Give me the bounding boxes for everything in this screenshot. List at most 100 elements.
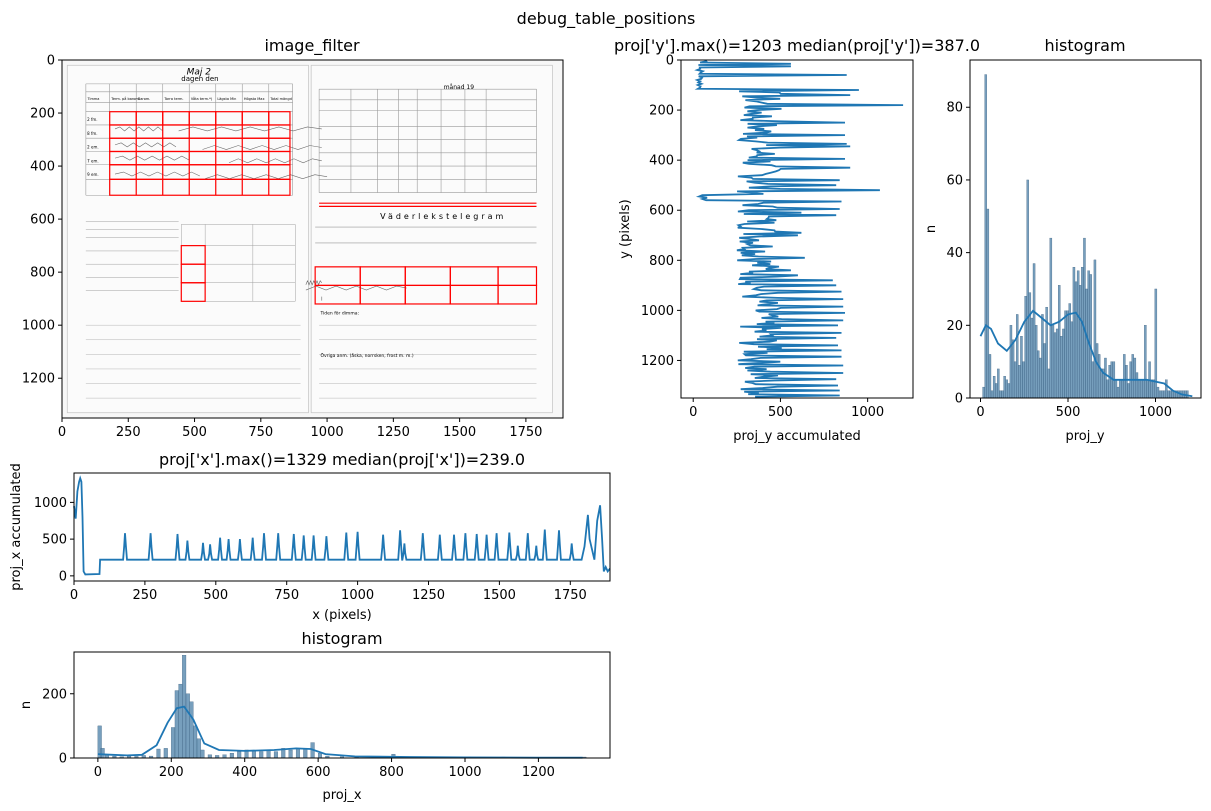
x-tick-label: 500	[768, 405, 793, 420]
document-text: 8 fm.	[87, 131, 97, 136]
proj-y-title: proj['y'].max()=1203 median(proj['y'])=3…	[614, 36, 980, 55]
hist-x-bar	[200, 749, 205, 759]
document-text: Total mängd	[269, 97, 292, 101]
hist-y-bar	[1091, 361, 1095, 399]
detected-table-cells	[109, 111, 538, 305]
handwriting-mark	[305, 279, 323, 286]
hist-y-bar	[1003, 376, 1006, 399]
hist-y-bar	[1074, 281, 1078, 399]
figure-suptitle: debug_table_positions	[517, 9, 696, 29]
hist-y-bar	[1016, 314, 1019, 399]
proj-x-xlabel: x (pixels)	[312, 608, 372, 623]
hist-y-title: histogram	[1044, 36, 1125, 55]
hist-x-bar	[174, 690, 179, 759]
x-tick-label: 1750	[554, 588, 587, 603]
y-tick-label: 600	[649, 204, 674, 219]
hist-y-bar	[1011, 339, 1015, 399]
hist-x-bar	[156, 748, 161, 759]
hist-y-bar	[1076, 270, 1080, 399]
hist-x-bar	[288, 749, 293, 759]
hist-y-bar	[995, 383, 998, 399]
hist-y-bar	[1093, 259, 1097, 399]
x-tick-label: 1000	[311, 425, 344, 440]
hist-y-bar	[1108, 365, 1111, 399]
hist-y-bar	[1163, 390, 1166, 399]
hist-x-bar	[237, 751, 242, 759]
hist-y-bar	[1037, 350, 1040, 399]
hist-x-bar	[193, 725, 198, 759]
hist-y-bar	[984, 74, 987, 399]
hist-y-bar	[1125, 365, 1128, 399]
y-tick-label: 400	[649, 154, 674, 169]
x-tick-label: 500	[1056, 405, 1081, 420]
image-filter-ticks: 0 250 500 750 1000 1250 1500 1750 0 200 400 600 800 1…	[22, 54, 543, 441]
document-text: 2 fm.	[87, 117, 97, 122]
hist-y-kde-line	[979, 309, 1193, 398]
y-tick-label: 1200	[22, 372, 55, 387]
document-text: dagen den	[181, 75, 218, 83]
document-text: månad 19	[444, 84, 475, 91]
hist-x-bar	[171, 727, 176, 759]
hist-y-bar	[1043, 343, 1046, 399]
hist-x-bar	[163, 748, 168, 759]
hist-y-bar	[1114, 379, 1118, 399]
hist-y-bar	[1064, 310, 1067, 399]
y-tick-label: 400	[30, 160, 55, 175]
hist-y-bar	[1116, 386, 1120, 399]
y-tick-label: 1000	[34, 496, 67, 511]
proj-y-frame	[680, 59, 914, 399]
hist-x-bar	[259, 751, 264, 759]
hist-x-bar	[295, 748, 300, 759]
x-tick-label: 1000	[1139, 405, 1172, 420]
hist-x-kde-line	[97, 705, 583, 759]
document-text: 7 em.	[87, 158, 98, 163]
hist-y-frame	[969, 59, 1202, 399]
x-tick-label: 500	[182, 425, 207, 440]
x-tick-label: 1750	[509, 425, 542, 440]
hist-y-bar	[1118, 379, 1122, 399]
x-tick-label: 250	[132, 588, 157, 603]
proj-x-axes: proj['x'].max()=1329 median(proj['x'])=2…	[9, 450, 611, 623]
hist-x-title: histogram	[301, 629, 382, 648]
document-text: 9 em.	[87, 172, 98, 177]
x-tick-label: 1250	[377, 425, 410, 440]
hist-y-bar	[1095, 343, 1099, 399]
hist-y-bar	[1139, 379, 1143, 399]
proj-x-series-line	[73, 475, 611, 576]
document-text: Barom.	[138, 97, 151, 101]
hist-y-bar	[1133, 357, 1137, 399]
hist-x-axes: histogram 0 200 400 600 800 1000 1200 0 200 proj…	[19, 629, 611, 803]
hist-y-bar	[1142, 379, 1145, 399]
document-text: Våta term.*)	[191, 96, 213, 101]
x-tick-label: 0	[58, 425, 66, 440]
hist-y-bar	[1022, 361, 1025, 399]
hist-y-bar	[1123, 354, 1126, 399]
hist-x-bar	[229, 753, 234, 759]
hist-y-bar	[1104, 357, 1107, 399]
hist-y-bar	[1079, 285, 1082, 399]
x-tick-label: 500	[203, 588, 228, 603]
handwriting-mark	[228, 158, 322, 164]
hist-y-bar	[1062, 328, 1065, 399]
hist-y-bar	[1020, 336, 1023, 399]
hist-y-bar	[1100, 368, 1103, 399]
hist-y-bar	[1072, 267, 1076, 399]
hist-x-bar	[189, 701, 194, 759]
hist-y-bar	[1028, 292, 1032, 399]
hist-y-bar	[1083, 237, 1086, 399]
hist-x-bar	[303, 748, 308, 759]
proj-y-xlabel: proj_y accumulated	[733, 429, 861, 444]
x-tick-label: 600	[306, 765, 331, 780]
hist-y-bar	[1053, 332, 1057, 399]
image-filter-frame	[61, 59, 564, 419]
document-text: Term. på barom.	[110, 96, 140, 101]
hist-x-bar	[196, 738, 201, 759]
x-tick-label: 1500	[443, 425, 476, 440]
hist-y-bar	[1160, 390, 1164, 399]
hist-y-bar	[1032, 263, 1036, 399]
x-tick-label: 1500	[483, 588, 516, 603]
handwriting-mark	[178, 126, 322, 132]
document-text: Timma	[86, 97, 99, 101]
x-tick-label: 1200	[522, 765, 555, 780]
hist-y-bar	[988, 354, 992, 399]
